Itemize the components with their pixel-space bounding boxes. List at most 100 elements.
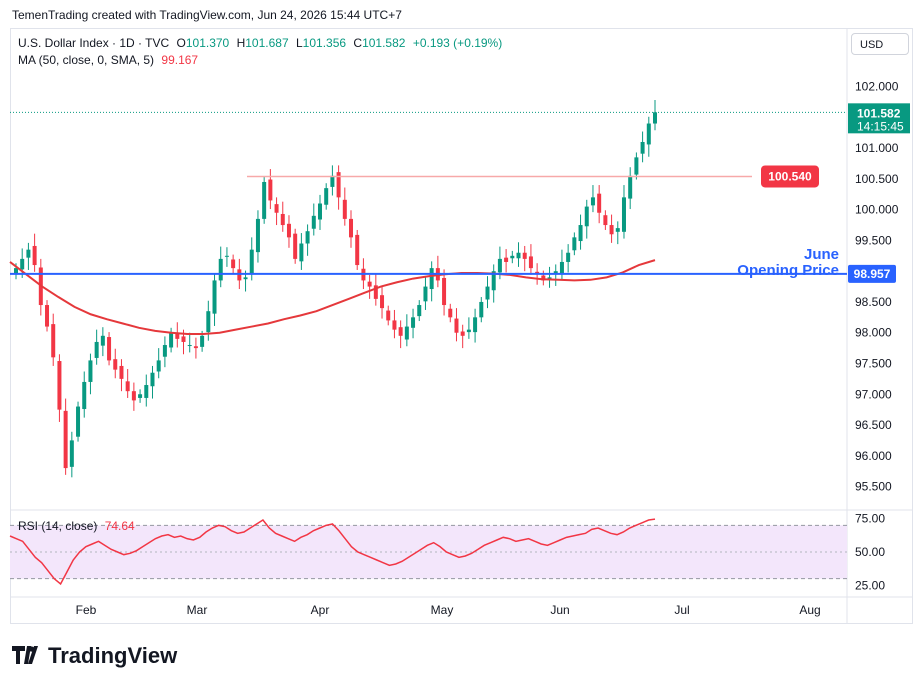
symbol-label: U.S. Dollar Index · 1D · TVC (18, 36, 170, 50)
rsi-band (10, 525, 847, 579)
last-price-tag (848, 103, 910, 134)
resistance-label: 100.540 (768, 169, 812, 183)
candle-body (63, 410, 68, 469)
candle-body (510, 255, 515, 259)
candle-body (255, 218, 260, 253)
candle-body (69, 440, 74, 467)
price-tick-label: 100.500 (855, 172, 899, 186)
candle-body (131, 391, 136, 401)
candle-body (324, 188, 329, 205)
candle-body (299, 243, 304, 262)
candle-body (144, 385, 149, 398)
candle-body (541, 275, 546, 281)
candle-body (404, 326, 409, 340)
candle-body (125, 381, 130, 392)
candle-body (32, 245, 37, 266)
candle-body (200, 335, 205, 347)
ma-legend: MA (50, close, 0, SMA, 5) 99.167 (18, 53, 202, 67)
candle-body (187, 345, 192, 347)
candle-body (237, 269, 242, 281)
candle-body (473, 317, 478, 333)
time-tick-label: Jul (674, 603, 689, 617)
rsi-label: RSI (14, close) (18, 519, 98, 533)
candle-body (100, 335, 105, 346)
candle-body (597, 193, 602, 213)
currency-button[interactable]: USD (851, 33, 909, 55)
candle-body (206, 311, 211, 333)
rsi-tick-label: 75.00 (855, 512, 885, 526)
time-tick-label: Apr (311, 603, 330, 617)
candle-body (26, 249, 31, 258)
candle-body (572, 237, 577, 251)
candle-body (20, 258, 25, 270)
candle-body (640, 141, 645, 154)
high-value: 101.687 (245, 36, 289, 50)
ma-value: 99.167 (161, 53, 199, 67)
candle-body (262, 181, 267, 219)
low-label: L (295, 36, 303, 50)
candle-body (162, 345, 167, 357)
high-label: H (236, 36, 246, 50)
close-value: 101.582 (362, 36, 406, 50)
candle-body (107, 337, 112, 361)
price-tick-label: 96.500 (855, 418, 892, 432)
close-label: C (353, 36, 363, 50)
resistance-tag (761, 165, 819, 188)
candle-body (547, 277, 552, 280)
change-value: +0.193 (+0.19%) (412, 36, 503, 50)
candle-body (429, 268, 434, 290)
candle-body (138, 394, 143, 398)
price-tick-label: 98.000 (855, 326, 892, 340)
annotation-line-2: Opening Price (737, 262, 839, 279)
candle-body (231, 259, 236, 269)
candle-body (76, 406, 81, 437)
candle-body (330, 175, 335, 187)
candle-body (479, 301, 484, 318)
candle-body (417, 305, 422, 317)
price-tick-label: 95.500 (855, 480, 892, 494)
price-tick-label: 99.500 (855, 233, 892, 247)
candle-body (51, 324, 56, 358)
candle-body (367, 281, 372, 287)
candle-body (94, 341, 99, 358)
time-tick-label: Jun (550, 603, 569, 617)
candle-body (398, 327, 403, 336)
price-tick-label: 97.500 (855, 356, 892, 370)
candle-body (280, 213, 285, 226)
candle-body (584, 206, 589, 227)
time-tick-label: Feb (76, 603, 97, 617)
candle-body (274, 204, 279, 213)
candle-body (609, 225, 614, 235)
candle-body (249, 249, 254, 274)
candle-body (181, 336, 186, 342)
candle-body (553, 271, 558, 274)
candle-body (442, 277, 447, 306)
candle-body (224, 255, 229, 257)
time-tick-label: May (431, 603, 454, 617)
price-tick-label: 102.000 (855, 80, 899, 94)
level-price-label: 98.957 (854, 267, 891, 281)
candle-body (423, 286, 428, 302)
price-tick-label: 98.500 (855, 295, 892, 309)
candle-body (504, 257, 509, 262)
candle-body (590, 197, 595, 206)
candle-body (615, 228, 620, 232)
candle-body (317, 203, 322, 220)
level-price-tag (848, 264, 896, 283)
candle-body (193, 346, 198, 349)
candle-body (268, 179, 273, 201)
annotation-line-1: June (803, 246, 839, 263)
ma-line (9, 259, 656, 335)
candle-body (559, 261, 564, 274)
candle-body (156, 360, 161, 372)
candle-body (336, 172, 341, 198)
price-legend: U.S. Dollar Index · 1D · TVC O101.370 H1… (18, 36, 506, 50)
candle-body (355, 234, 360, 266)
brand-name: TradingView (48, 643, 178, 668)
candle-body (448, 308, 453, 318)
price-tick-label: 96.000 (855, 449, 892, 463)
candle-body (212, 280, 217, 314)
candle-body (516, 252, 521, 259)
tradingview-brand[interactable]: TradingView (12, 643, 177, 670)
